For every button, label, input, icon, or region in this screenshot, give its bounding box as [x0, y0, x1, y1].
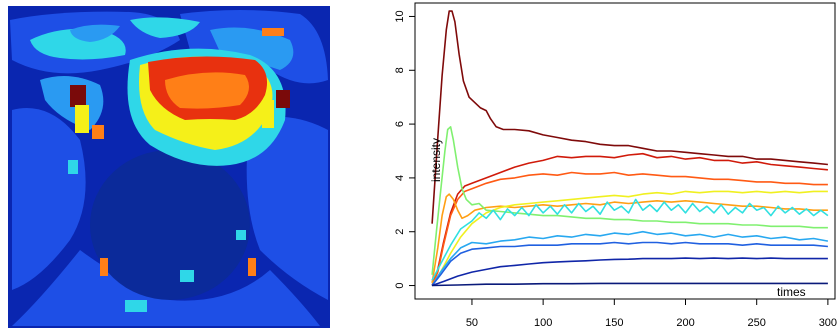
- x-axis-label: times: [777, 285, 806, 299]
- series-line-7: [431, 198, 829, 281]
- x-tick-label: 300: [819, 317, 837, 329]
- cyan-spot-bottom: [125, 300, 147, 312]
- y-tick-label: 4: [394, 175, 406, 181]
- cyan-spot-low: [180, 270, 194, 282]
- series-line-11: [432, 282, 828, 287]
- x-axis: 50 100 150 200 250 300: [466, 299, 837, 329]
- y-axis: 0 2 4 6 8 10: [394, 10, 415, 289]
- series-line-9: [431, 241, 828, 286]
- orange-spot-left: [92, 125, 104, 139]
- dark-central-region: [90, 150, 250, 300]
- cyan-spot-right: [236, 230, 246, 240]
- intensity-chart: 50 100 150 200 250 300 0 2 4 6 8 10 times intensit…: [385, 0, 837, 332]
- heatmap-regions: [8, 6, 330, 328]
- orange-spot-low-right: [248, 258, 256, 276]
- yellow-strip-left: [75, 105, 89, 133]
- series-layer: [431, 10, 829, 287]
- cyan-region-2: [130, 17, 200, 38]
- series-line-5: [431, 190, 828, 286]
- yellow-strip-right: [262, 100, 274, 128]
- series-line-10: [431, 257, 828, 287]
- series-line-2: [431, 152, 828, 286]
- orange-spot-low-left: [100, 258, 108, 276]
- tissue-region-right: [246, 116, 328, 301]
- x-tick-label: 50: [466, 317, 478, 329]
- x-tick-label: 200: [676, 317, 694, 329]
- tissue-region-lower: [12, 250, 320, 326]
- y-tick-label: 6: [394, 121, 406, 127]
- orange-spot-top: [262, 28, 284, 36]
- tissue-region-left: [12, 108, 86, 290]
- x-tick-label: 250: [748, 317, 766, 329]
- series-line-6: [431, 126, 828, 275]
- light-blue-region-2: [210, 27, 294, 71]
- plot-frame: [414, 2, 836, 300]
- chart-svg: 50 100 150 200 250 300 0 2 4 6 8 10 times intensit…: [394, 2, 837, 329]
- light-blue-region-1: [70, 24, 120, 42]
- series-line-8: [431, 230, 829, 286]
- series-line-1: [431, 10, 828, 224]
- dark-red-spot-right: [276, 90, 290, 108]
- orange-core: [165, 72, 249, 109]
- x-tick-label: 100: [534, 317, 552, 329]
- series-line-3: [431, 171, 828, 286]
- y-tick-label: 2: [394, 229, 406, 235]
- y-tick-label: 0: [394, 282, 406, 288]
- dark-red-spot-left: [70, 85, 86, 107]
- x-tick-label: 150: [605, 317, 623, 329]
- segmentation-heatmap: [0, 0, 340, 332]
- heatmap-canvas: [0, 0, 340, 332]
- y-tick-label: 10: [394, 10, 406, 22]
- y-tick-label: 8: [394, 67, 406, 73]
- y-axis-label: intensity: [429, 138, 443, 182]
- cyan-spot-left: [68, 160, 78, 174]
